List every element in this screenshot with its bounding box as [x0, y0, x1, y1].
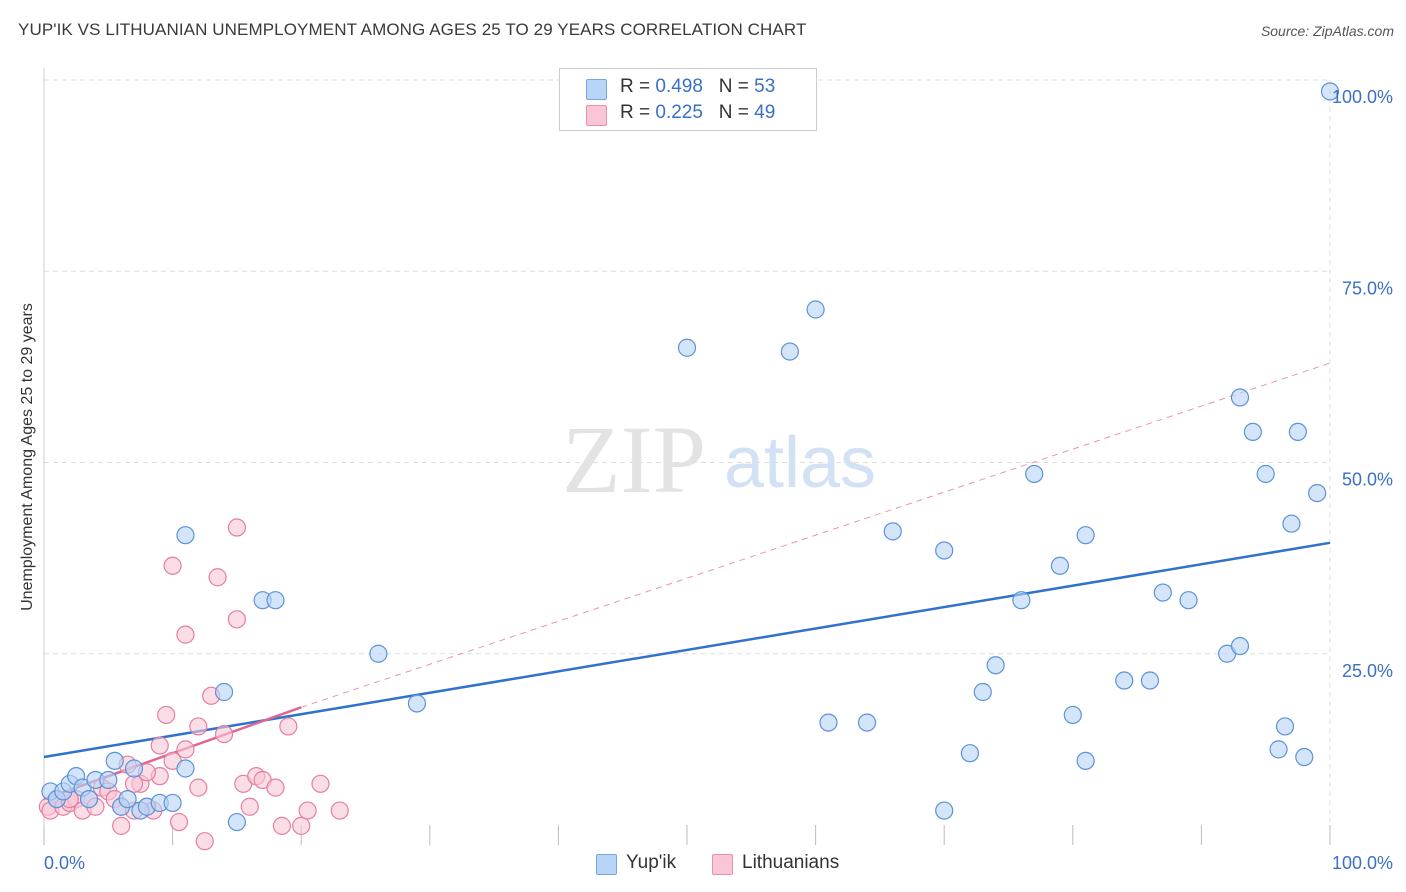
legend-r-value: 0.225	[655, 102, 703, 123]
data-point	[169, 812, 189, 832]
legend-r-label: R =	[620, 76, 656, 97]
data-point	[214, 682, 234, 702]
data-point	[1140, 671, 1160, 690]
data-point	[176, 740, 195, 759]
data-point	[883, 522, 902, 541]
data-point	[806, 300, 825, 319]
data-point	[1076, 751, 1095, 770]
data-point	[266, 778, 285, 797]
data-point	[227, 812, 246, 832]
data-point	[176, 625, 195, 644]
legend-n-value: 53	[754, 76, 776, 97]
points-layer	[38, 82, 1340, 851]
data-point	[214, 724, 234, 744]
data-point	[935, 541, 954, 560]
data-point	[1282, 514, 1301, 533]
data-point	[99, 770, 118, 790]
data-point	[857, 713, 877, 732]
data-point	[298, 801, 317, 820]
data-point	[1275, 717, 1295, 736]
data-point	[935, 801, 954, 820]
data-point	[189, 778, 208, 797]
source-credit: Source: ZipAtlas.com	[1260, 23, 1394, 39]
data-point	[1256, 464, 1275, 484]
data-point	[163, 793, 182, 813]
data-point	[150, 736, 169, 755]
bottom-legend-label-lithuanians: Lithuanians	[742, 852, 840, 873]
data-point	[407, 694, 427, 713]
legend-n-label: N =	[718, 76, 755, 97]
data-point	[272, 816, 292, 835]
data-point	[208, 568, 227, 587]
correlation-legend: R = 0.498 N = 53 R = 0.225 N = 49	[559, 68, 817, 131]
data-point	[1308, 484, 1327, 503]
data-point	[227, 610, 246, 629]
data-point	[176, 526, 195, 545]
data-point	[1076, 526, 1095, 545]
data-point	[266, 591, 285, 610]
watermark-atlas: atlas	[724, 423, 876, 503]
data-point	[1063, 705, 1082, 725]
data-point	[1025, 464, 1044, 484]
y-tick-label: 25.0%	[1342, 661, 1393, 681]
data-point	[311, 774, 330, 793]
data-point	[1288, 422, 1307, 441]
data-point	[1230, 388, 1250, 407]
data-point	[105, 751, 124, 770]
data-point	[330, 801, 349, 820]
data-point	[1050, 556, 1070, 575]
x-tick-label: 100.0%	[1332, 853, 1393, 873]
legend-r-value: 0.498	[655, 76, 703, 97]
chart-title: YUP'IK VS LITHUANIAN UNEMPLOYMENT AMONG …	[18, 20, 807, 39]
data-point	[1320, 82, 1340, 101]
data-point	[1012, 591, 1031, 610]
data-point	[677, 338, 697, 357]
data-point	[1115, 671, 1134, 690]
y-tick-label: 50.0%	[1342, 470, 1393, 490]
data-point	[157, 705, 176, 725]
data-point	[292, 816, 311, 835]
data-point	[780, 342, 799, 361]
data-point	[1243, 422, 1262, 441]
legend-swatch-yupik	[586, 79, 607, 100]
bottom-legend-swatch-yupik	[596, 854, 617, 875]
data-point	[189, 717, 208, 736]
legend-r-label: R =	[620, 102, 656, 123]
data-point	[1179, 591, 1198, 610]
legend-n-label: N =	[718, 102, 755, 123]
bottom-legend-swatch-lithuanians	[712, 854, 733, 875]
data-point	[79, 789, 99, 809]
data-point	[960, 744, 980, 763]
legend-swatch-lithuanians	[586, 105, 607, 126]
data-point	[1295, 747, 1314, 767]
data-point	[279, 717, 298, 736]
data-point	[240, 797, 259, 816]
data-point	[369, 644, 388, 663]
watermark-zip: ZIP	[562, 406, 706, 513]
watermark: ZIP atlas	[562, 406, 876, 513]
trend-line-0	[43, 541, 1331, 759]
data-point	[176, 759, 195, 778]
y-tick-label: 100.0%	[1332, 87, 1393, 107]
data-point	[1269, 740, 1288, 759]
data-point	[973, 682, 992, 702]
data-point	[195, 832, 214, 851]
data-point	[819, 713, 838, 732]
data-point	[118, 789, 137, 809]
legend-n-value: 49	[754, 102, 776, 123]
x-tick-label: 0.0%	[44, 853, 85, 873]
data-point	[1153, 583, 1172, 602]
data-point	[124, 759, 144, 778]
y-tick-label: 75.0%	[1342, 278, 1393, 298]
bottom-legend-label-yupik: Yup'ik	[626, 852, 677, 873]
data-point	[1230, 636, 1250, 656]
data-point	[986, 656, 1005, 675]
tick-layer: 25.0% 50.0% 75.0% 100.0% 0.0% 100.0%	[44, 87, 1393, 873]
data-point	[163, 556, 182, 575]
trend-extension-1	[301, 362, 1331, 708]
data-point	[112, 816, 131, 835]
data-point	[227, 518, 246, 537]
